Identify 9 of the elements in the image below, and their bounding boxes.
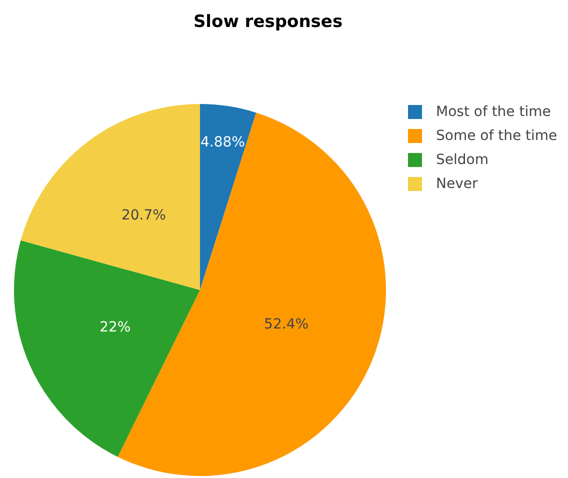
chart-title: Slow responses (192, 12, 344, 32)
data-label: 20.7% (121, 208, 166, 224)
legend-label: Never (436, 176, 478, 192)
data-label: 52.4% (264, 316, 309, 332)
data-label: 4.88% (200, 134, 245, 151)
legend-label: Some of the time (436, 128, 558, 144)
legend-label: Most of the time (436, 104, 551, 120)
data-label: 22% (100, 320, 131, 336)
legend-label: Seldom (436, 152, 488, 168)
